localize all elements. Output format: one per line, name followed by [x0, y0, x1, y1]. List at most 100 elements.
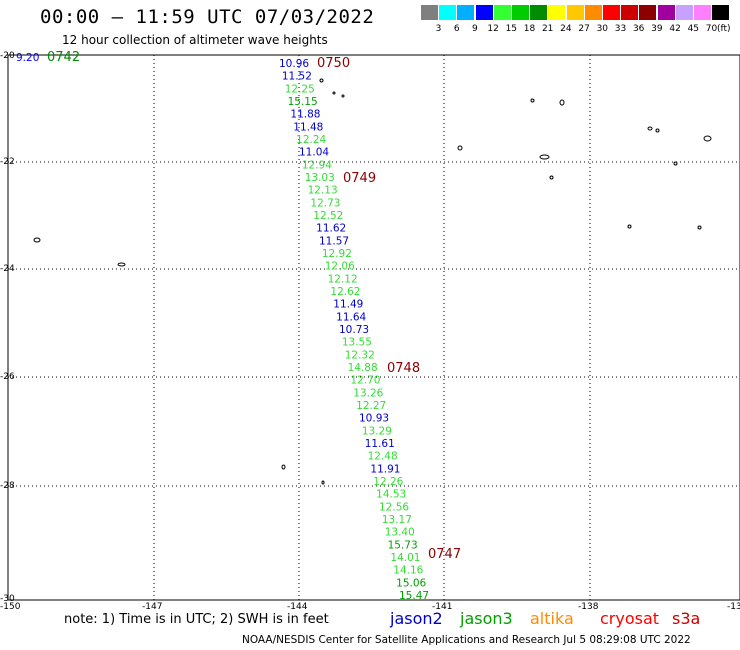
- wave-height-label: 14.53: [376, 489, 406, 501]
- wave-height-label: 12.48: [368, 451, 398, 463]
- legend-swatch: [566, 5, 584, 20]
- island-outline: [549, 175, 554, 180]
- island-outline: [655, 128, 660, 133]
- legend-label: 15: [505, 24, 518, 34]
- legend-label: 30: [596, 24, 609, 34]
- wave-height-label: 10.73: [339, 324, 369, 336]
- lat-tick-label: -28: [0, 481, 15, 491]
- island-outline: [539, 154, 550, 160]
- wave-height-label: 11.49: [333, 299, 363, 311]
- legend-swatch: [621, 5, 639, 20]
- wave-height-label: 12.52: [313, 210, 343, 222]
- island-outline: [117, 262, 126, 267]
- island-outline: [281, 464, 286, 470]
- legend-swatch: [439, 5, 457, 20]
- lat-tick-label: -22: [0, 157, 15, 167]
- wave-height-label: 14.16: [393, 565, 423, 577]
- wave-height-label: 13.17: [382, 514, 412, 526]
- wave-height-label: 13.55: [342, 337, 372, 349]
- wave-height-label: 11.62: [316, 223, 346, 235]
- legend-label: 70: [705, 24, 718, 34]
- wave-height-label: 12.94: [302, 159, 332, 171]
- legend-swatch: [603, 5, 620, 20]
- wave-height-label: 13.03: [305, 172, 335, 184]
- legend-swatch: [675, 5, 693, 20]
- wave-height-label: 12.25: [285, 83, 315, 95]
- satellite-name: altika: [530, 609, 574, 628]
- island-outline: [341, 94, 345, 98]
- lat-tick-label: -20: [0, 51, 15, 61]
- wave-height-label: 9.20: [16, 52, 39, 64]
- wave-height-label: 11.61: [365, 438, 395, 450]
- satellite-name: jason3: [460, 609, 513, 628]
- island-outline: [673, 161, 678, 166]
- time-label: 0747: [428, 547, 461, 562]
- credit-line: NOAA/NESDIS Center for Satellite Applica…: [242, 634, 691, 646]
- island-outline: [33, 237, 41, 243]
- island-outline: [530, 98, 535, 103]
- wave-height-label: 11.91: [370, 463, 400, 475]
- time-label: 0750: [317, 56, 350, 71]
- legend-swatch: [584, 5, 602, 20]
- wave-height-label: 12.32: [345, 349, 375, 361]
- wave-height-label: 13.40: [385, 527, 415, 539]
- satellite-name: s3a: [672, 609, 701, 628]
- wave-height-label: 15.47: [399, 590, 429, 602]
- legend-label: 36: [632, 24, 645, 34]
- wave-height-label: 12.56: [379, 501, 409, 513]
- legend-swatch: [475, 5, 493, 20]
- wave-height-label: 13.26: [353, 387, 383, 399]
- legend-label: 45: [687, 24, 700, 34]
- legend-label: 9: [472, 24, 478, 34]
- legend-swatch: [639, 5, 657, 20]
- legend-swatch: [712, 5, 730, 20]
- lat-tick-label: -30: [0, 594, 15, 604]
- wave-height-label: 12.12: [328, 273, 358, 285]
- island-outline: [559, 99, 565, 106]
- lat-tick-label: -24: [0, 264, 15, 274]
- lon-tick-label: -150: [0, 602, 21, 612]
- page-subtitle: 12 hour collection of altimeter wave hei…: [62, 33, 328, 47]
- wave-height-label: 15.15: [288, 96, 318, 108]
- wave-height-label: 15.73: [388, 539, 418, 551]
- island-outline: [332, 91, 336, 95]
- legend-swatch: [657, 5, 675, 20]
- lon-tick-label: -13: [727, 602, 740, 612]
- legend-label: 24: [560, 24, 572, 34]
- wave-height-label: 12.06: [325, 261, 355, 273]
- legend-label: 42: [669, 24, 681, 34]
- legend-unit: (ft): [717, 24, 731, 34]
- wave-height-label: 13.29: [362, 425, 392, 437]
- wave-height-label: 12.27: [356, 400, 386, 412]
- wave-height-label: 12.70: [350, 375, 380, 387]
- time-label: 0742: [47, 50, 80, 65]
- wave-height-label: 11.04: [299, 147, 329, 159]
- legend-swatch: [421, 5, 438, 20]
- island-outline: [627, 224, 632, 229]
- legend-label: 27: [578, 24, 590, 34]
- wave-height-label: 10.96: [279, 58, 309, 70]
- page-title: 00:00 – 11:59 UTC 07/03/2022: [40, 6, 375, 28]
- wave-height-label: 11.64: [336, 311, 366, 323]
- wave-height-label: 12.92: [322, 248, 352, 260]
- island-outline: [697, 225, 702, 230]
- legend-label: 6: [453, 24, 460, 34]
- island-outline: [457, 145, 463, 151]
- legend-swatch: [548, 5, 566, 20]
- legend-swatch: [493, 5, 511, 20]
- lon-tick-label: -144: [287, 602, 308, 612]
- lon-tick-label: -141: [432, 602, 453, 612]
- map-frame: [7, 54, 740, 601]
- wave-height-label: 12.24: [296, 134, 326, 146]
- wave-height-label: 11.48: [293, 121, 323, 133]
- legend-label: 18: [523, 24, 536, 34]
- wave-height-label: 10.93: [359, 413, 389, 425]
- satellite-name: jason2: [390, 609, 443, 628]
- wave-height-label: 11.88: [290, 109, 320, 121]
- time-label: 0749: [343, 171, 376, 186]
- island-outline: [319, 78, 324, 83]
- wave-height-label: 12.13: [308, 185, 338, 197]
- wave-height-label: 11.52: [282, 71, 312, 83]
- island-outline: [703, 135, 712, 142]
